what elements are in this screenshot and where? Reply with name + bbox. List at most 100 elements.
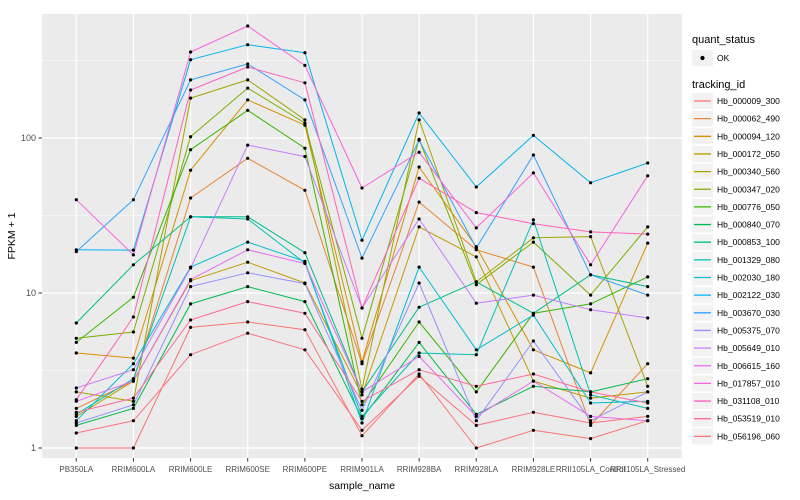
data-point (360, 414, 364, 418)
legend-tracking-id-title: tracking_id (692, 79, 745, 91)
data-point (303, 348, 307, 352)
data-point (246, 156, 250, 160)
data-point (189, 135, 193, 139)
data-point (589, 302, 593, 306)
data-point (74, 340, 78, 344)
data-point (646, 174, 650, 178)
data-point (189, 58, 193, 62)
data-point (303, 251, 307, 255)
data-point (189, 88, 193, 92)
data-point (646, 390, 650, 394)
data-point (589, 423, 593, 427)
legend-item-label: Hb_006615_160 (717, 361, 780, 371)
legend-item-label: Hb_000062_490 (717, 114, 780, 124)
x-tick-label: RRIM600SE (225, 465, 269, 474)
data-point (474, 423, 478, 427)
legend-item-label: Hb_005649_010 (717, 343, 780, 353)
data-point (303, 123, 307, 127)
data-point (417, 176, 421, 180)
legend-item-Hb_000172_050: Hb_000172_050 (692, 145, 780, 162)
legend-item-label: Hb_000172_050 (717, 149, 780, 159)
data-point (531, 348, 536, 352)
data-point (474, 283, 478, 287)
data-point (646, 377, 650, 381)
legend-item-label: Hb_001329_080 (717, 255, 780, 265)
legend-item-label: Hb_017857_010 (717, 378, 780, 388)
data-point (360, 393, 364, 397)
data-point (303, 51, 307, 55)
data-point (474, 390, 478, 394)
data-point (131, 419, 135, 423)
data-point (74, 390, 78, 394)
legend-item-Hb_000853_100: Hb_000853_100 (692, 234, 780, 251)
data-point (417, 200, 421, 204)
legend-item-Hb_000776_050: Hb_000776_050 (692, 198, 780, 215)
data-point (189, 325, 193, 329)
data-point (74, 446, 78, 450)
x-tick-label: RRIM901LA (340, 465, 384, 474)
data-point (131, 446, 135, 450)
data-point (189, 318, 193, 322)
data-point (246, 98, 250, 102)
legend-item-Hb_000340_560: Hb_000340_560 (692, 163, 780, 180)
data-point (246, 320, 250, 324)
data-point (646, 275, 650, 279)
plot-panel-layer (42, 14, 682, 458)
legend-item-label: Hb_005375_070 (717, 325, 780, 335)
data-point (589, 390, 593, 394)
data-point (646, 293, 650, 297)
data-point (131, 295, 135, 299)
x-axis-title: sample_name (329, 480, 395, 492)
data-point (360, 434, 364, 438)
y-tick-label: 100 (21, 133, 36, 143)
data-point (246, 300, 250, 304)
data-point (589, 235, 593, 239)
data-point (303, 154, 307, 159)
legend-item-label: Hb_000340_560 (717, 167, 780, 177)
data-point (189, 278, 193, 282)
data-point (589, 401, 593, 405)
data-point (246, 78, 250, 82)
y-axis-title: FPKM + 1 (6, 212, 18, 259)
legend-item-Hb_002122_030: Hb_002122_030 (692, 287, 780, 304)
data-point (589, 414, 593, 418)
data-point (74, 431, 78, 435)
data-point (189, 196, 193, 200)
data-point (417, 320, 421, 324)
data-point (589, 230, 593, 234)
data-point (303, 311, 307, 315)
x-tick-label: RRII105LA_Control (556, 465, 626, 474)
legend-item-Hb_001329_080: Hb_001329_080 (692, 251, 780, 268)
data-point (531, 240, 536, 244)
data-point (189, 78, 193, 82)
data-point (360, 421, 364, 425)
data-point (417, 340, 421, 344)
data-point (303, 188, 307, 192)
data-point (531, 153, 536, 157)
data-point (360, 390, 364, 394)
data-point (189, 353, 193, 357)
data-point (417, 150, 421, 154)
data-point (360, 399, 364, 403)
legend-item-Hb_053519_010: Hb_053519_010 (692, 410, 780, 427)
data-point (246, 271, 250, 275)
data-point (474, 384, 478, 388)
data-point (531, 171, 536, 175)
data-point (417, 225, 421, 229)
data-point (531, 218, 536, 222)
data-point (131, 403, 135, 407)
legend-item-label: Hb_003670_030 (717, 308, 780, 318)
data-point (246, 240, 250, 244)
data-point (474, 280, 478, 284)
data-point (131, 356, 135, 360)
data-point (531, 293, 536, 297)
data-point (589, 393, 593, 397)
x-tick-label: RRIM928LE (512, 465, 556, 474)
legend-ok-label: OK (717, 53, 730, 63)
data-point (303, 146, 307, 150)
data-point (589, 421, 593, 425)
data-point (303, 63, 307, 67)
data-point (74, 336, 78, 340)
